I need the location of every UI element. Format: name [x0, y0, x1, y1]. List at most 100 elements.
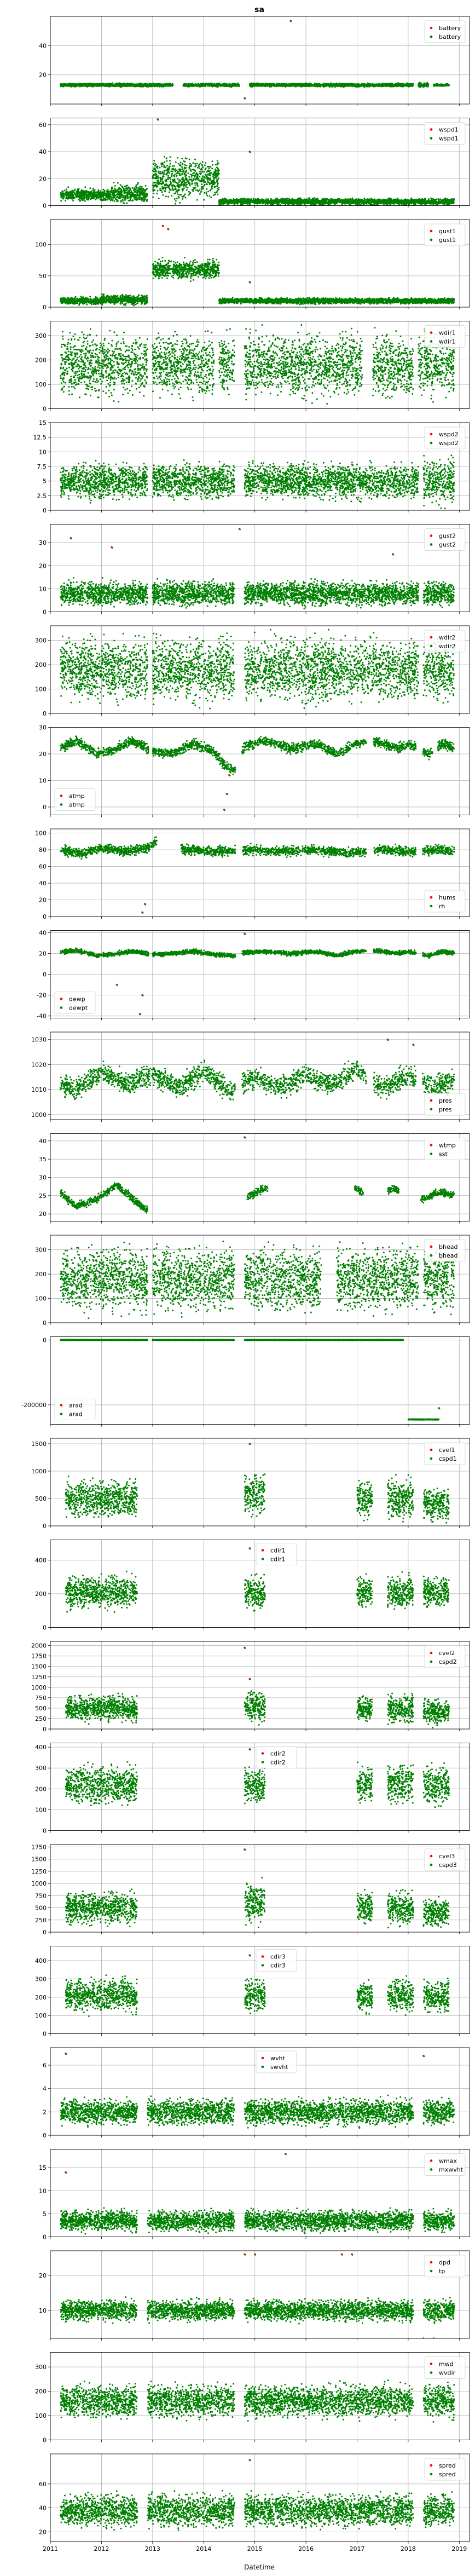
y-tick-label: 0 [43, 1336, 47, 1344]
y-tick-label: 80 [39, 846, 47, 854]
y-tick-label: 40 [39, 42, 47, 49]
x-tick-label: 2019 [451, 2545, 467, 2552]
y-tick-label: 30 [39, 539, 47, 546]
y-tick-label: 0 [43, 304, 47, 311]
y-tick-label: 10 [39, 777, 47, 784]
y-tick-label: 6 [43, 2062, 47, 2069]
legend-entry: dpd [439, 2259, 450, 2266]
y-tick-label: 0 [43, 1624, 47, 1632]
figure-title: sa [254, 5, 264, 14]
y-tick-label: 400 [35, 1744, 47, 1751]
x-tick-label: 2012 [94, 2545, 109, 2552]
y-tick-label: 30 [39, 1174, 47, 1182]
legend-marker [60, 998, 63, 1000]
plot-area [50, 1845, 470, 1932]
y-tick-label: 100 [35, 2412, 47, 2419]
y-tick-label: 5 [43, 2210, 47, 2217]
legend-entry: pres [439, 1106, 452, 1113]
legend-entry: tp [439, 2268, 445, 2275]
y-tick-label: 60 [39, 863, 47, 871]
legend-marker [430, 2159, 433, 2162]
legend-entry: battery [439, 33, 461, 41]
y-tick-label: 500 [35, 1905, 47, 1912]
legend-marker [430, 1864, 433, 1866]
y-tick-label: 1000 [31, 1880, 47, 1887]
y-tick-label: 400 [35, 1557, 47, 1564]
legend-marker [430, 645, 433, 648]
y-tick-label: 0 [43, 1523, 47, 1530]
y-tick-label: 200 [35, 661, 47, 669]
panels: 2040batterybattery0204060wspd1wspd105010… [21, 16, 470, 2552]
y-tick-label: 750 [35, 1695, 47, 1702]
y-tick-label: 1750 [31, 1843, 47, 1851]
y-tick-label: 200 [35, 1785, 47, 1793]
legend-marker [262, 1549, 264, 1552]
y-tick-label: 100 [35, 241, 47, 249]
plot-area [50, 220, 470, 307]
legend-marker [430, 2261, 433, 2264]
y-tick-label: 1000 [31, 1684, 47, 1691]
y-tick-label: 500 [35, 1705, 47, 1712]
y-tick-label: 200 [35, 1590, 47, 1598]
legend-marker [430, 1254, 433, 1257]
y-tick-label: 0 [43, 2132, 47, 2139]
y-tick-label: 0 [43, 2234, 47, 2241]
legend: dpd tp [425, 2255, 465, 2277]
y-tick-label: 300 [35, 332, 47, 339]
legend-entry: cdir1 [270, 1556, 286, 1563]
y-tick-label: 300 [35, 1765, 47, 1772]
y-tick-label: 20 [39, 562, 47, 569]
y-tick-label: 4 [43, 2085, 47, 2093]
legend-entry: rh [439, 903, 445, 910]
y-tick-label: 10 [39, 585, 47, 592]
plot-area [50, 1337, 470, 1425]
legend-marker [430, 1152, 433, 1155]
y-tick-label: 200 [35, 1994, 47, 2001]
legend-entry: wvht [270, 2055, 285, 2062]
y-tick-label: 50 [39, 273, 47, 280]
legend-entry: cspd3 [439, 1862, 457, 1869]
y-tick-label: 200 [35, 1271, 47, 1278]
y-tick-label: 100 [35, 830, 47, 837]
y-tick-label: 35 [39, 1156, 47, 1163]
legend-marker [430, 1144, 433, 1146]
y-tick-label: 300 [35, 1247, 47, 1254]
y-tick-label: 15 [39, 2164, 47, 2171]
legend-entry: bhead [439, 1243, 457, 1250]
y-tick-label: 0 [43, 609, 47, 616]
legend-marker [430, 340, 433, 343]
y-tick-label: 100 [35, 686, 47, 693]
y-tick-label: 20 [39, 72, 47, 79]
y-tick-label: 20 [39, 751, 47, 758]
legend-entry: bhead [439, 1252, 457, 1259]
y-tick-label: 0 [43, 1929, 47, 1936]
legend-marker [430, 1855, 433, 1858]
legend-marker [430, 2464, 433, 2467]
y-tick-label: 30 [39, 724, 47, 731]
y-tick-label: 1500 [31, 1440, 47, 1448]
y-tick-label: 40 [39, 929, 47, 936]
legend-entry: cdir3 [270, 1962, 286, 1969]
x-tick-label: 2013 [145, 2545, 160, 2552]
y-tick-label: 200 [35, 357, 47, 364]
legend-entry: mwd [439, 2361, 454, 2368]
y-tick-label: 40 [39, 148, 47, 155]
